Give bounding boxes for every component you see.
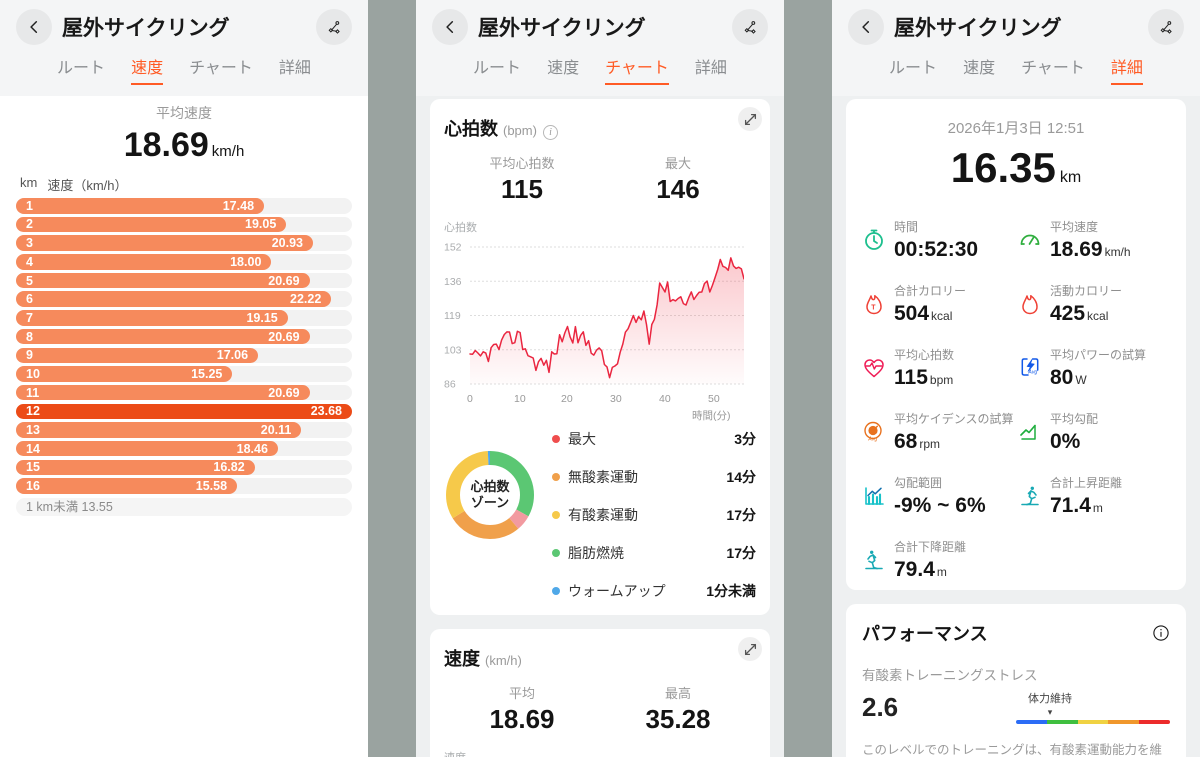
svg-text:136: 136 [444,276,462,288]
svg-text:30: 30 [610,393,622,405]
svg-text:119: 119 [444,310,461,322]
svg-text:50: 50 [708,393,720,405]
svg-text:10: 10 [514,393,526,405]
svg-text:Avg: Avg [867,436,877,442]
svg-text:20: 20 [561,393,573,405]
svg-text:0: 0 [467,393,473,405]
svg-text:40: 40 [659,393,671,405]
svg-text:T: T [871,304,876,311]
svg-text:Avg: Avg [1027,369,1037,375]
svg-text:時間(分): 時間(分) [692,410,731,422]
svg-text:152: 152 [444,242,462,254]
svg-text:103: 103 [444,344,462,356]
svg-text:86: 86 [444,379,456,391]
